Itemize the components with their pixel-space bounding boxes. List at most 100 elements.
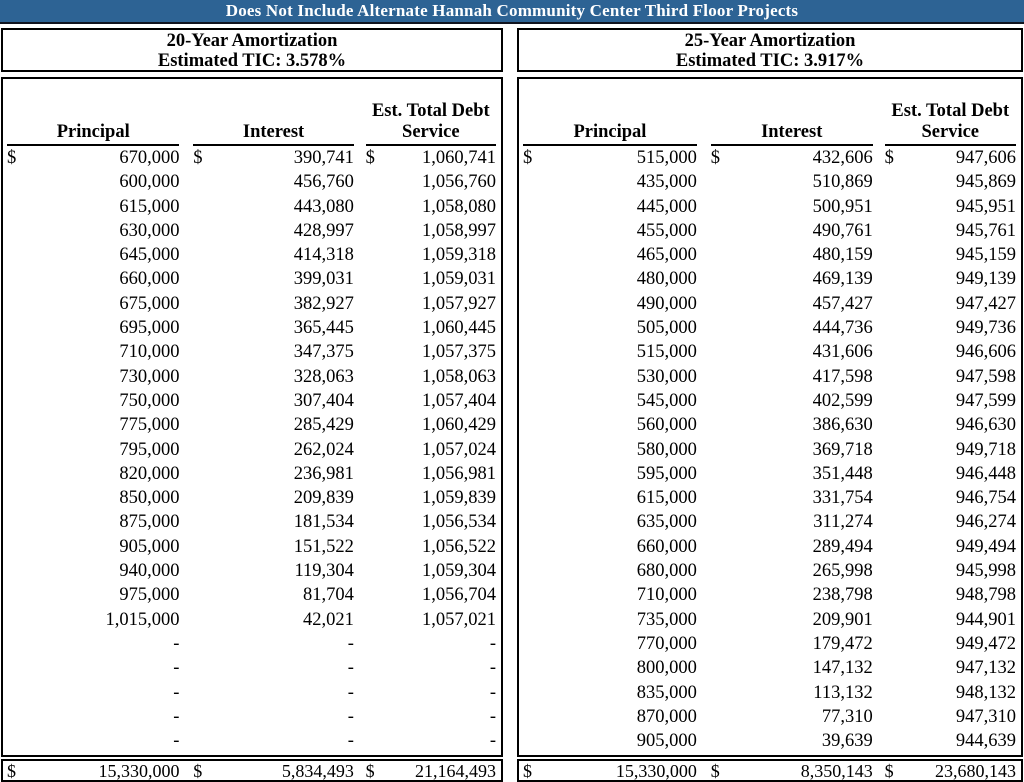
table-row: 505,000 444,736 949,736 — [523, 316, 1017, 340]
cell-value: 39,639 — [821, 731, 873, 752]
cell-value: 947,598 — [955, 366, 1016, 387]
table-row: 630,000 428,997 1,058,997 — [7, 219, 497, 243]
table-row: 800,000 147,132 947,132 — [523, 656, 1017, 680]
cell-value: 948,132 — [955, 682, 1016, 703]
cell-value: 1,015,000 — [105, 609, 180, 630]
cell-debt-service: 1,057,024 — [366, 438, 496, 462]
table-row: 870,000 77,310 947,310 — [523, 705, 1017, 729]
total-value: 23,680,143 — [934, 760, 1016, 781]
cell-principal: 490,000 — [523, 292, 697, 316]
cell-principal: 940,000 — [7, 559, 179, 583]
dollar-sign: $ — [193, 760, 203, 781]
dollar-sign: $ — [365, 148, 375, 168]
column-header-interest: Interest — [193, 122, 354, 146]
cell-interest: - — [193, 681, 354, 705]
table-row: $515,000 $432,606 $947,606 — [523, 146, 1017, 170]
dollar-sign: $ — [193, 148, 203, 168]
cell-value: 402,599 — [812, 390, 873, 411]
cell-principal: 1,015,000 — [7, 608, 179, 632]
cell-value: 147,132 — [812, 658, 873, 679]
cell-value: 455,000 — [636, 220, 697, 241]
cell-value: 945,761 — [955, 220, 1016, 241]
cell-principal: 635,000 — [523, 510, 697, 534]
cell-debt-service: 949,139 — [885, 267, 1016, 291]
cell-debt-service: 945,761 — [885, 219, 1016, 243]
cell-value: 949,472 — [955, 633, 1016, 654]
panel-title: 25-Year Amortization — [684, 31, 856, 51]
cell-interest: 365,445 — [193, 316, 354, 340]
column-header-debt-service: Est. Total Debt Service — [884, 101, 1016, 146]
cell-debt-service: 949,718 — [885, 438, 1016, 462]
cell-debt-service: 947,310 — [885, 705, 1016, 729]
table-row: --- — [7, 681, 497, 705]
dollar-sign: $ — [7, 148, 17, 168]
column-header-interest: Interest — [710, 122, 873, 146]
cell-value: 875,000 — [119, 512, 180, 533]
cell-interest: 77,310 — [711, 705, 873, 729]
cell-value: - — [347, 682, 354, 703]
cell-debt-service: 945,159 — [885, 243, 1016, 267]
table-body: $515,000 $432,606 $947,606 435,000 510,869 94… — [523, 146, 1017, 753]
cell-debt-service: - — [366, 656, 496, 680]
cell-value: 1,058,063 — [421, 366, 496, 387]
cell-value: 444,736 — [812, 318, 873, 339]
cell-interest: 500,951 — [711, 195, 873, 219]
cell-value: 940,000 — [119, 561, 180, 582]
cell-value: 181,534 — [293, 512, 354, 533]
cell-principal: 505,000 — [523, 316, 697, 340]
cell-principal: 775,000 — [7, 413, 179, 437]
table-row: 795,000 262,024 1,057,024 — [7, 438, 497, 462]
cell-value: 285,429 — [293, 415, 354, 436]
cell-principal: 770,000 — [523, 632, 697, 656]
cell-interest: 209,839 — [193, 486, 354, 510]
cell-value: 1,056,760 — [421, 172, 496, 193]
cell-value: 1,060,429 — [421, 415, 496, 436]
cell-interest: 510,869 — [711, 170, 873, 194]
table-row: 675,000 382,927 1,057,927 — [7, 292, 497, 316]
cell-principal: - — [7, 632, 179, 656]
cell-value: 635,000 — [636, 512, 697, 533]
header-banner: Does Not Include Alternate Hannah Commun… — [0, 0, 1024, 24]
cell-value: 119,304 — [294, 561, 354, 582]
amortization-table: Principal Interest Est. Total Debt Servi… — [517, 77, 1023, 757]
table-row: 435,000 510,869 945,869 — [523, 170, 1017, 194]
cell-value: - — [173, 633, 180, 654]
cell-value: - — [489, 731, 496, 752]
cell-principal: 905,000 — [523, 729, 697, 753]
cell-value: 1,057,024 — [421, 439, 496, 460]
cell-interest: 428,997 — [193, 219, 354, 243]
table-row: 735,000 209,901 944,901 — [523, 608, 1017, 632]
panel-title-box: 20-Year Amortization Estimated TIC: 3.57… — [1, 28, 503, 72]
dollar-sign: $ — [523, 760, 532, 781]
cell-debt-service: 1,057,375 — [366, 340, 496, 364]
cell-value: 946,448 — [955, 463, 1016, 484]
cell-debt-service: 1,057,021 — [366, 608, 496, 632]
cell-interest: 414,318 — [193, 243, 354, 267]
cell-value: 209,839 — [293, 488, 354, 509]
cell-interest: 289,494 — [711, 535, 873, 559]
cell-interest: 431,606 — [711, 340, 873, 364]
table-row: 635,000 311,274 946,274 — [523, 510, 1017, 534]
cell-principal: 680,000 — [523, 559, 697, 583]
cell-value: 947,427 — [955, 293, 1016, 314]
cell-debt-service: 948,798 — [885, 583, 1016, 607]
cell-value: 515,000 — [636, 342, 697, 363]
cell-value: 530,000 — [636, 366, 697, 387]
cell-value: 480,000 — [636, 269, 697, 290]
cell-value: - — [347, 633, 354, 654]
cell-value: 443,080 — [293, 196, 354, 217]
cell-value: 730,000 — [119, 366, 180, 387]
table-row: 645,000 414,318 1,059,318 — [7, 243, 497, 267]
table-row: --- — [7, 729, 497, 753]
panel-25-year: 25-Year Amortization Estimated TIC: 3.91… — [517, 28, 1023, 782]
column-header-debt-service: Est. Total Debt Service — [365, 101, 496, 146]
panel-subtitle: Estimated TIC: 3.578% — [157, 51, 347, 71]
cell-value: 775,000 — [119, 415, 180, 436]
cell-value: - — [347, 706, 354, 727]
cell-value: 946,754 — [955, 488, 1016, 509]
table-row: 445,000 500,951 945,951 — [523, 195, 1017, 219]
cell-principal: 735,000 — [523, 608, 697, 632]
cell-value: 1,060,445 — [421, 318, 496, 339]
total-value: 21,164,493 — [414, 760, 496, 781]
cell-debt-service: 1,060,429 — [366, 413, 496, 437]
